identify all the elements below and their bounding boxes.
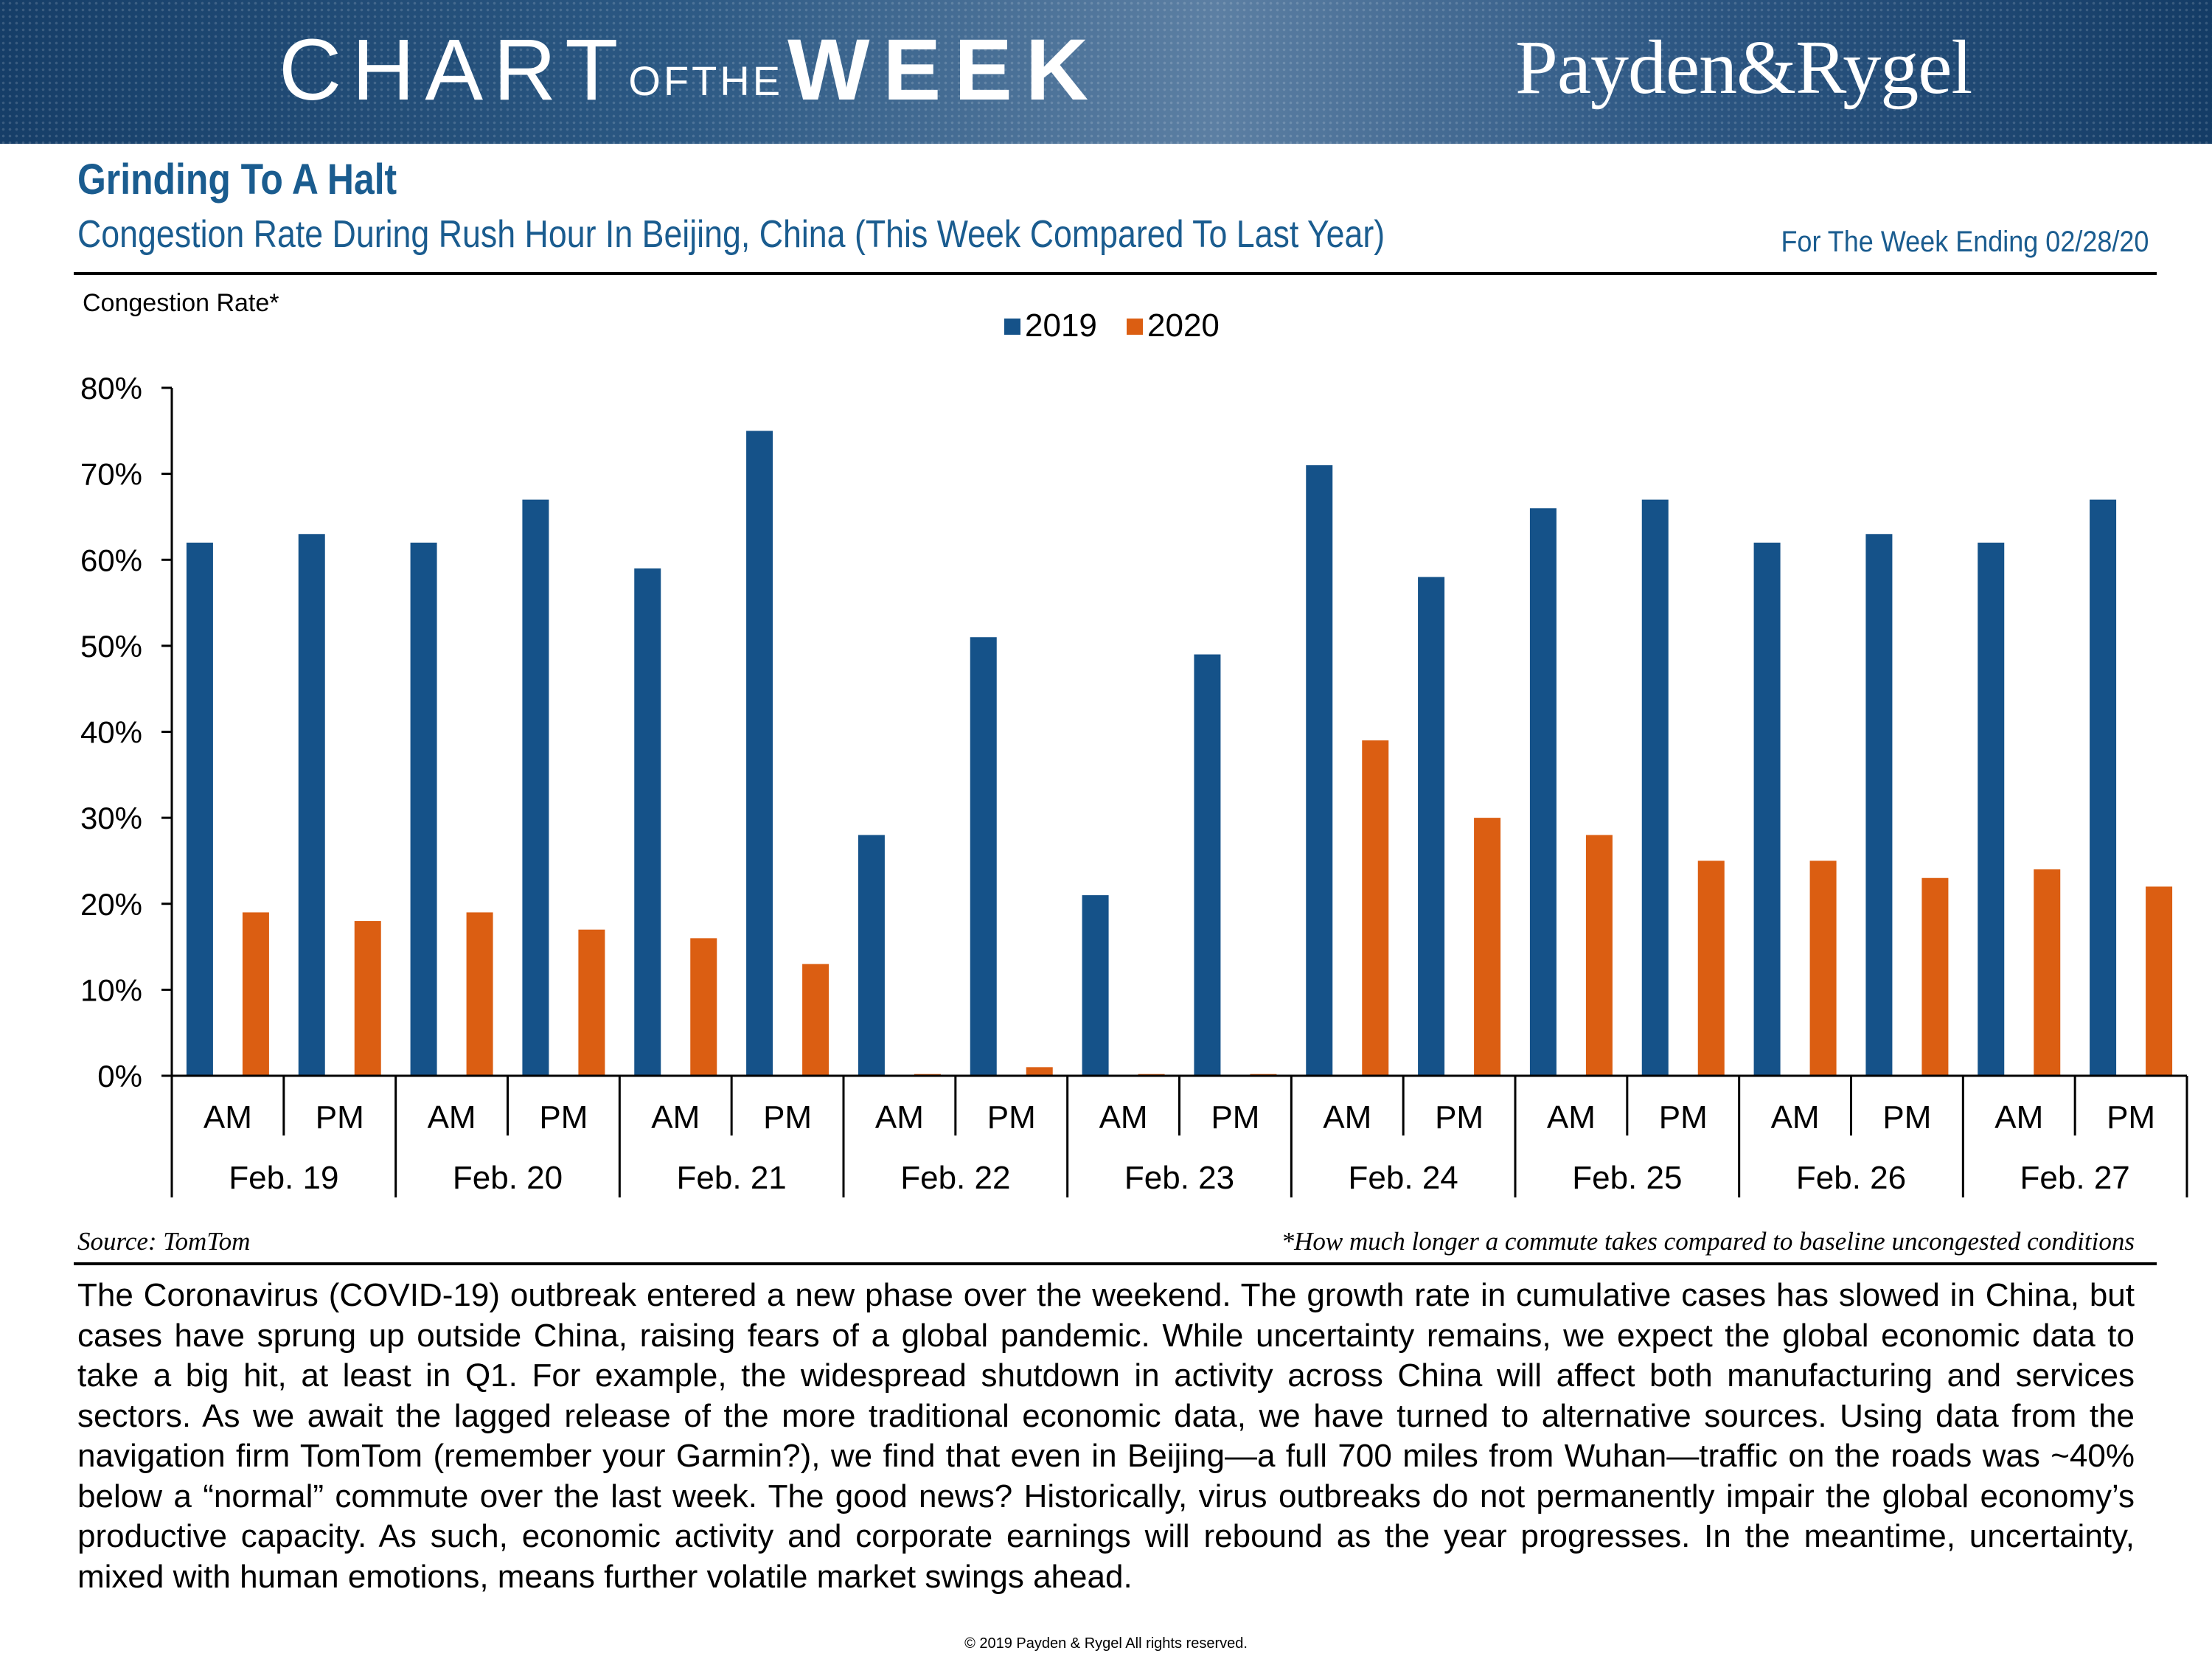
y-tick-label: 40% [80, 715, 142, 750]
bar-2019 [1194, 654, 1221, 1076]
x-sub-label: PM [987, 1099, 1036, 1135]
x-sub-label: PM [1659, 1099, 1708, 1135]
x-sub-label: AM [428, 1099, 476, 1135]
x-sub-label: PM [1882, 1099, 1931, 1135]
x-sub-label: AM [651, 1099, 700, 1135]
bar-2019 [410, 542, 437, 1076]
x-group-label: Feb. 19 [229, 1160, 338, 1196]
bar-2019 [298, 534, 325, 1076]
x-group-label: Feb. 22 [900, 1160, 1010, 1196]
bar-2020 [354, 921, 381, 1076]
bar-2019 [1418, 577, 1445, 1076]
x-group-label: Feb. 26 [1796, 1160, 1906, 1196]
notes-divider [74, 1262, 2157, 1265]
legend-swatch-2019 [1004, 319, 1020, 335]
x-sub-label: AM [1099, 1099, 1148, 1135]
bar-2019 [1865, 534, 1893, 1076]
x-sub-label: AM [1547, 1099, 1596, 1135]
bar-2020 [466, 912, 493, 1076]
legend-label-2019: 2019 [1025, 307, 1097, 344]
legend-swatch-2020 [1127, 319, 1143, 335]
bar-2020 [1474, 818, 1501, 1076]
x-group-label: Feb. 20 [453, 1160, 563, 1196]
title-divider [74, 272, 2157, 275]
bar-2019 [1978, 542, 2005, 1076]
bar-2019 [970, 637, 997, 1076]
bar-2020 [1697, 860, 1725, 1076]
bar-2020 [578, 929, 605, 1076]
x-sub-label: AM [1994, 1099, 2043, 1135]
bar-2020 [242, 912, 269, 1076]
x-group-label: Feb. 27 [2020, 1160, 2130, 1196]
y-tick-label: 70% [80, 457, 142, 492]
x-sub-label: PM [316, 1099, 364, 1135]
y-tick-label: 20% [80, 887, 142, 922]
x-sub-label: AM [875, 1099, 924, 1135]
y-axis-label: Congestion Rate* [83, 289, 279, 317]
bar-2020 [1585, 835, 1613, 1076]
bar-2019 [858, 835, 885, 1076]
y-tick-label: 30% [80, 801, 142, 835]
commentary-text: The Coronavirus (COVID-19) outbreak ente… [77, 1277, 2135, 1595]
bar-2019 [1753, 542, 1781, 1076]
x-sub-label: AM [204, 1099, 252, 1135]
x-sub-label: AM [1323, 1099, 1371, 1135]
header-banner: CHART OFTHE WEEK Payden&Rygel [0, 0, 2212, 144]
y-tick-label: 10% [80, 973, 142, 1007]
bar-2019 [634, 568, 661, 1076]
bar-2019 [2090, 499, 2117, 1076]
x-group-label: Feb. 21 [677, 1160, 787, 1196]
x-sub-label: PM [2107, 1099, 2155, 1135]
x-sub-label: PM [1211, 1099, 1259, 1135]
source-note: Source: TomTom [77, 1227, 251, 1256]
brand-logo: Payden&Rygel [1515, 25, 1972, 110]
x-sub-label: PM [1435, 1099, 1484, 1135]
bar-2020 [1809, 860, 1837, 1076]
x-sub-label: PM [763, 1099, 812, 1135]
y-tick-label: 0% [97, 1059, 142, 1093]
bar-2020 [2146, 886, 2173, 1076]
bar-2019 [1082, 895, 1109, 1076]
bar-2019 [1529, 508, 1557, 1076]
x-group-label: Feb. 25 [1572, 1160, 1682, 1196]
page-subtitle: Congestion Rate During Rush Hour In Beij… [77, 213, 1385, 256]
chart-of-the-week-logo: CHART OFTHE WEEK [279, 22, 1102, 118]
bar-2019 [522, 499, 549, 1076]
banner-title-chart: CHART [279, 21, 629, 119]
x-sub-label: PM [539, 1099, 588, 1135]
bar-2019 [186, 542, 213, 1076]
y-tick-label: 80% [80, 371, 142, 406]
week-ending-date: For The Week Ending 02/28/20 [1781, 226, 2149, 258]
bar-2020 [1921, 877, 1949, 1076]
copyright: © 2019 Payden & Rygel All rights reserve… [964, 1635, 1248, 1652]
footnote: *How much longer a commute takes compare… [1281, 1227, 2135, 1256]
bar-chart: 0% 10% 20% 30% 40% 50% 60% 70% 80% AM PM AM PM AM PM AM… [80, 307, 2188, 1197]
page-title: Grinding To A Halt [77, 156, 397, 204]
bar-2019 [746, 431, 773, 1076]
bar-2019 [1306, 465, 1333, 1076]
y-tick-label: 50% [80, 629, 142, 664]
banner-title-ofthe: OFTHE [628, 57, 784, 104]
x-group-label: Feb. 23 [1124, 1160, 1234, 1196]
legend-label-2020: 2020 [1147, 307, 1220, 344]
banner-title-week: WEEK [787, 21, 1102, 119]
x-sub-label: AM [1771, 1099, 1820, 1135]
y-tick-label: 60% [80, 543, 142, 577]
bar-2020 [2034, 869, 2061, 1076]
bar-2019 [1641, 499, 1669, 1076]
bar-2020 [690, 938, 717, 1076]
bar-2020 [1362, 740, 1389, 1076]
bar-2020 [1026, 1067, 1053, 1076]
bar-2020 [802, 964, 830, 1076]
x-group-label: Feb. 24 [1349, 1160, 1458, 1196]
